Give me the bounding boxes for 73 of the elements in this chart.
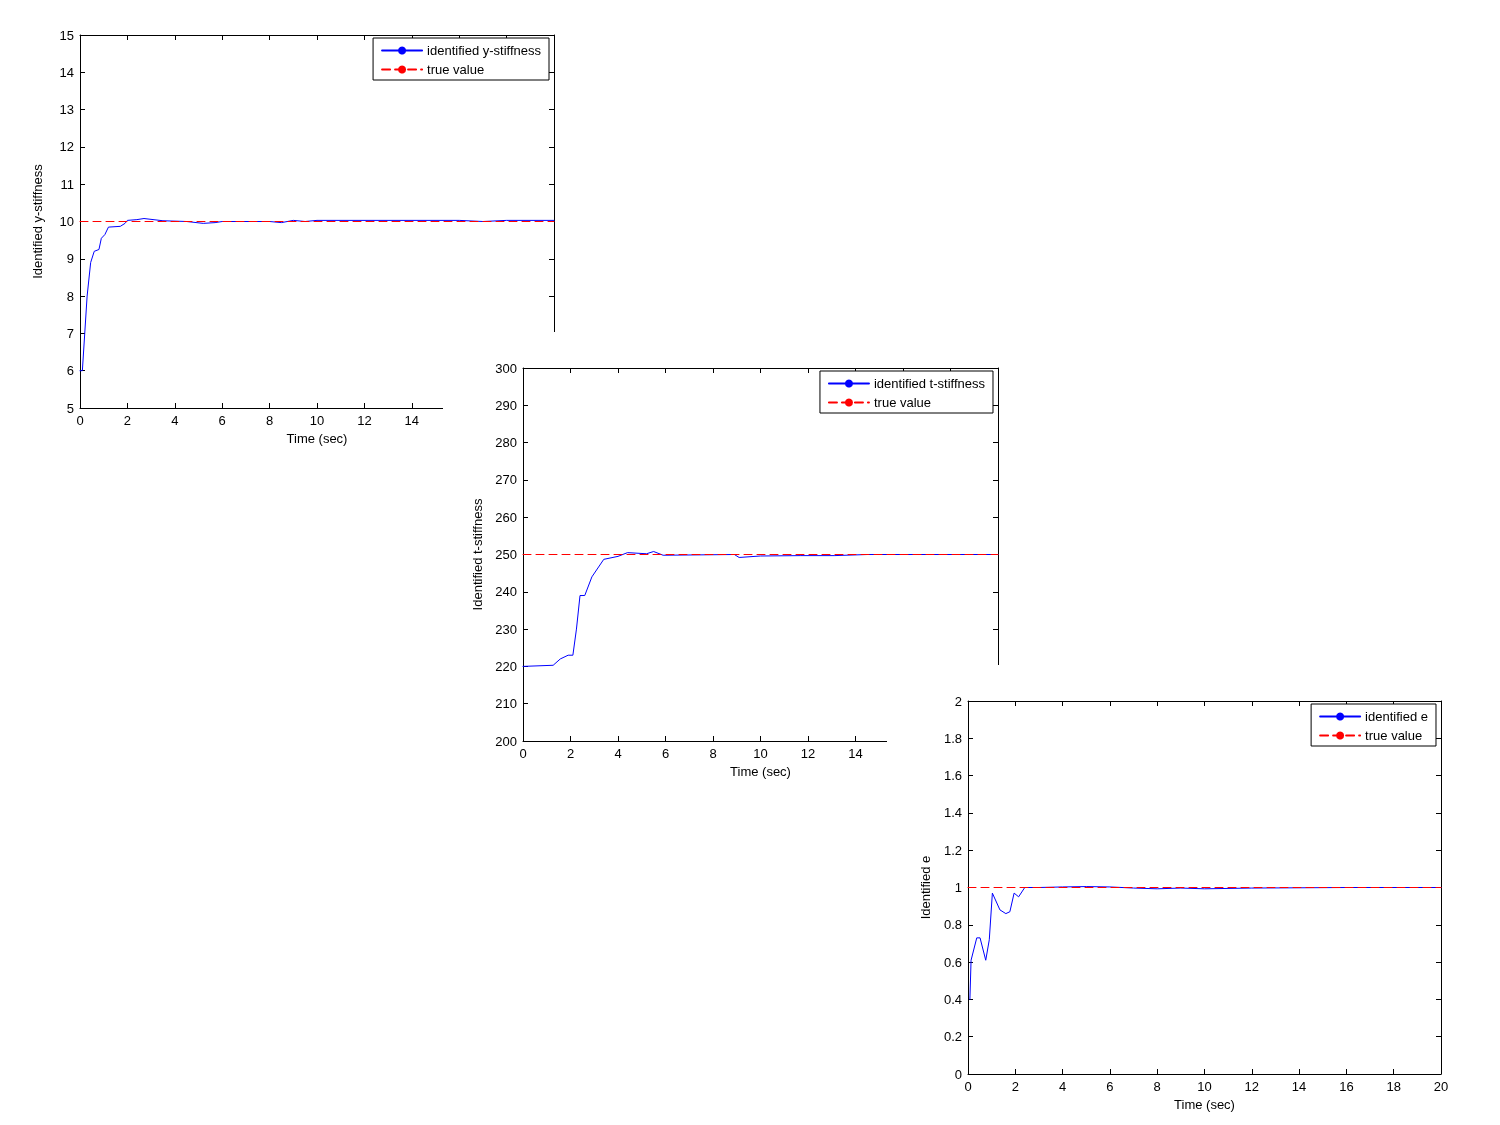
- y-tick-label: 0.6: [943, 954, 962, 970]
- y-axis-title: Identified y-stiffness: [30, 163, 45, 279]
- y-tick-label: 0.4: [943, 991, 962, 1007]
- y-tick-label: 1.2: [943, 842, 962, 858]
- line-series: [79, 218, 555, 372]
- x-tick-label: 16: [1339, 1079, 1354, 1094]
- x-axis-title: Time (sec): [730, 763, 791, 779]
- y-tick-label: 1.6: [943, 768, 962, 784]
- x-tick-label: 2: [123, 413, 132, 428]
- y-tick-label: 200: [495, 733, 517, 749]
- x-tick-label: 12: [357, 413, 372, 428]
- y-tick-label: 260: [495, 509, 517, 525]
- y-tick-label: 210: [495, 696, 517, 712]
- x-tick-label: 20: [1433, 1079, 1449, 1094]
- x-tick-label: 6: [661, 746, 670, 761]
- y-tick-label: 0.2: [943, 1029, 962, 1045]
- x-tick-label: 6: [1106, 1079, 1114, 1094]
- x-tick-label: 18: [1386, 1079, 1401, 1094]
- y-axis-title: Identified t-stiffness: [470, 498, 486, 611]
- legend-label: true value: [427, 62, 485, 77]
- y-tick-label: 11: [60, 176, 74, 192]
- x-axis-title: Time (sec): [1174, 1096, 1235, 1112]
- y-tick-label: 250: [495, 547, 517, 562]
- legend-label: identified e: [1365, 709, 1429, 724]
- x-axis-title: Time (sec): [286, 430, 348, 446]
- legend-label: true value: [1365, 728, 1423, 743]
- y-tick-label: 1: [954, 880, 962, 895]
- x-tick-label: 0: [519, 746, 527, 761]
- x-tick-label: 2: [1011, 1079, 1019, 1094]
- y-tick-label: 280: [495, 435, 517, 451]
- x-tick-label: 12: [1244, 1079, 1260, 1094]
- y-tick-label: 240: [495, 584, 517, 600]
- y-tick-label: 1.8: [943, 730, 962, 746]
- y-tick-label: 7: [66, 325, 74, 341]
- x-tick-label: 0: [76, 413, 84, 428]
- x-tick-label: 2: [566, 746, 575, 761]
- y-tick-label: 220: [495, 658, 517, 674]
- y-tick-label: 14: [59, 64, 74, 80]
- y-tick-label: 270: [495, 472, 517, 488]
- x-tick-label: 8: [1153, 1079, 1161, 1094]
- x-tick-label: 4: [614, 746, 622, 761]
- x-tick-label: 12: [800, 746, 816, 761]
- x-tick-label: 10: [309, 413, 325, 428]
- x-tick-label: 14: [1291, 1079, 1307, 1094]
- y-tick-label: 1.4: [943, 805, 962, 821]
- x-tick-label: 8: [265, 413, 274, 428]
- y-tick-label: 15: [59, 27, 74, 43]
- legend-label: identified t-stiffness: [873, 376, 986, 391]
- legend-label: true value: [873, 395, 932, 410]
- y-tick-label: 6: [66, 363, 74, 379]
- y-tick-label: 0: [954, 1066, 962, 1082]
- y-tick-label: 5: [66, 400, 74, 416]
- y-tick-label: 290: [495, 397, 517, 413]
- y-tick-label: 300: [495, 360, 517, 376]
- y-axis-title: Identified e: [918, 855, 933, 920]
- x-tick-label: 0: [964, 1079, 972, 1094]
- x-tick-label: 10: [753, 746, 768, 761]
- x-tick-label: 6: [218, 413, 226, 428]
- y-tick-label: 8: [66, 288, 74, 304]
- y-tick-label: 10: [59, 214, 74, 229]
- x-tick-label: 8: [709, 746, 717, 761]
- y-tick-label: 12: [59, 139, 74, 155]
- y-tick-label: 230: [495, 621, 517, 637]
- x-tick-label: 4: [171, 413, 179, 428]
- x-tick-label: 10: [1197, 1079, 1212, 1094]
- y-tick-label: 2: [954, 693, 962, 709]
- y-tick-label: 13: [59, 102, 74, 118]
- y-tick-label: 0.8: [943, 917, 962, 933]
- y-tick-label: 9: [66, 251, 74, 267]
- x-tick-label: 4: [1058, 1079, 1067, 1094]
- x-tick-label: 14: [848, 746, 863, 761]
- legend-label: identified y-stiffness: [427, 43, 542, 58]
- x-tick-label: 14: [404, 413, 420, 428]
